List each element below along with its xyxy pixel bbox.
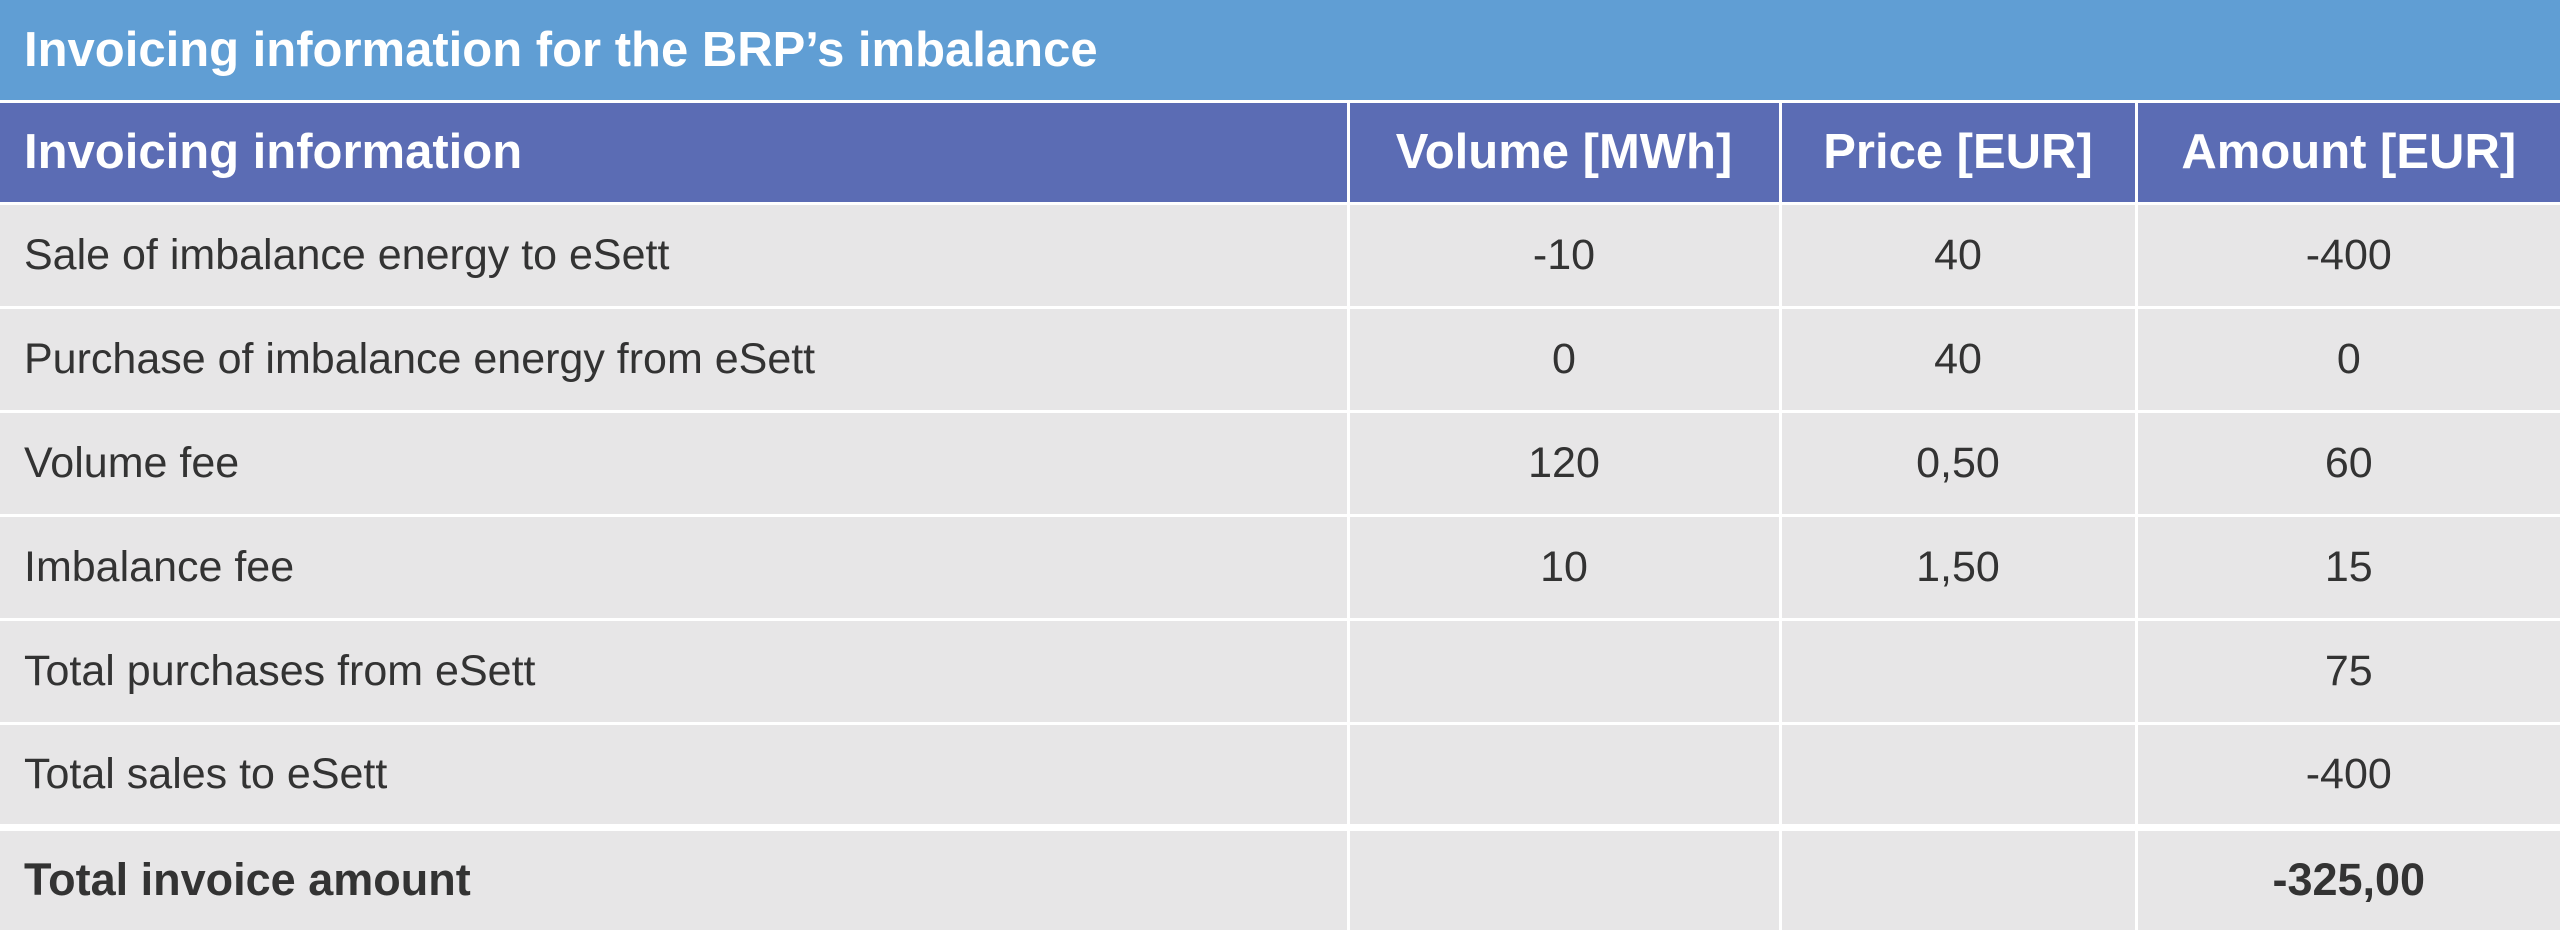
row-description: Total sales to eSett [0, 723, 1348, 831]
table-row: Total purchases from eSett 75 [0, 619, 2560, 725]
row-price: 40 [1778, 203, 2136, 309]
total-row: Total invoice amount -325,00 [0, 827, 2560, 930]
row-description: Total purchases from eSett [0, 619, 1348, 725]
row-volume: 120 [1346, 411, 1780, 517]
row-description: Sale of imbalance energy to eSett [0, 203, 1348, 309]
row-volume: 10 [1346, 515, 1780, 621]
table-header-row: Invoicing information Volume [MWh] Price… [0, 101, 2560, 205]
table-row: Total sales to eSett -400 [0, 723, 2560, 831]
table-row: Imbalance fee 10 1,50 15 [0, 515, 2560, 621]
row-description: Purchase of imbalance energy from eSett [0, 307, 1348, 413]
row-amount: 0 [2134, 307, 2560, 413]
total-price [1778, 827, 2136, 930]
row-volume [1346, 723, 1780, 831]
table-title: Invoicing information for the BRP’s imba… [0, 0, 2560, 103]
column-header-volume: Volume [MWh] [1346, 101, 1780, 205]
row-price: 0,50 [1778, 411, 2136, 517]
row-amount: 75 [2134, 619, 2560, 725]
total-amount: -325,00 [2134, 827, 2560, 930]
row-amount: 15 [2134, 515, 2560, 621]
row-volume: 0 [1346, 307, 1780, 413]
row-amount: -400 [2134, 723, 2560, 831]
row-price: 1,50 [1778, 515, 2136, 621]
row-price: 40 [1778, 307, 2136, 413]
total-volume [1346, 827, 1780, 930]
row-price [1778, 619, 2136, 725]
table-title-row: Invoicing information for the BRP’s imba… [0, 0, 2560, 103]
row-price [1778, 723, 2136, 831]
column-header-amount: Amount [EUR] [2134, 101, 2560, 205]
row-amount: -400 [2134, 203, 2560, 309]
row-volume: -10 [1346, 203, 1780, 309]
column-header-price: Price [EUR] [1778, 101, 2136, 205]
row-description: Volume fee [0, 411, 1348, 517]
row-amount: 60 [2134, 411, 2560, 517]
table-row: Volume fee 120 0,50 60 [0, 411, 2560, 517]
table-row: Sale of imbalance energy to eSett -10 40… [0, 203, 2560, 309]
column-header-description: Invoicing information [0, 101, 1348, 205]
row-description: Imbalance fee [0, 515, 1348, 621]
total-label: Total invoice amount [0, 827, 1348, 930]
table-row: Purchase of imbalance energy from eSett … [0, 307, 2560, 413]
row-volume [1346, 619, 1780, 725]
